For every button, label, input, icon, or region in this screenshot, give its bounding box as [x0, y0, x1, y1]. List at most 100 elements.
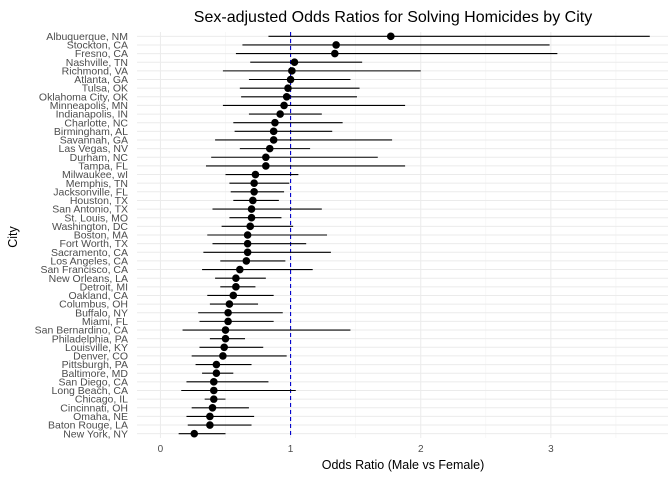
x-tick-label: 2	[418, 444, 424, 455]
city-label: Omaha, NE	[73, 411, 128, 423]
x-tick-label: 1	[288, 444, 294, 455]
city-label: New York, NY	[63, 428, 128, 440]
city-label: Chicago, IL	[75, 394, 128, 406]
odds-ratio-point	[220, 343, 228, 352]
city-label: Minneapolis, MN	[50, 100, 128, 112]
odds-ratio-point	[243, 248, 252, 257]
city-label: Long Beach, CA	[52, 385, 128, 397]
x-tick-label: 3	[548, 444, 554, 455]
odds-ratio-point	[221, 326, 230, 334]
city-label: Fort Worth, TX	[60, 238, 128, 250]
odds-ratio-point	[209, 395, 218, 403]
odds-ratio-point	[221, 334, 230, 343]
city-label: San Bernardino, CA	[35, 325, 128, 337]
city-label: Baton Rouge, LA	[48, 420, 128, 432]
odds-ratio-point	[229, 291, 238, 300]
city-label: Pittsburgh, PA	[62, 359, 128, 371]
odds-ratio-point	[269, 127, 278, 136]
city-label: Miami, FL	[82, 316, 128, 328]
odds-ratio-point	[206, 412, 214, 421]
odds-ratio-point	[269, 136, 278, 144]
odds-ratio-point	[250, 188, 258, 196]
odds-ratio-point	[284, 84, 292, 92]
chart-title: Sex-adjusted Odds Ratios for Solving Hom…	[194, 9, 592, 26]
odds-ratio-point	[249, 196, 257, 205]
odds-ratio-point	[190, 429, 199, 438]
odds-ratio-point	[224, 308, 232, 317]
city-label: Milwaukee, wI	[62, 169, 128, 181]
city-label: Indianapolis, IN	[56, 109, 128, 121]
odds-ratio-point	[286, 75, 295, 84]
city-label: St. Louis, MO	[64, 212, 128, 224]
odds-ratio-point	[276, 110, 284, 118]
city-label: New Orleans, LA	[49, 273, 128, 285]
odds-ratio-point	[247, 213, 256, 222]
city-label: San Diego, CA	[59, 376, 128, 388]
city-label: Detroit, MI	[80, 281, 128, 293]
odds-ratio-point	[247, 205, 256, 213]
city-label: Louisville, KY	[65, 342, 128, 354]
odds-ratio-point	[232, 283, 240, 291]
y-axis-label: City	[6, 225, 20, 247]
city-label: Nashville, TN	[66, 57, 128, 69]
city-label: Los Angeles, CA	[50, 256, 128, 268]
odds-ratio-point	[225, 300, 234, 308]
odds-ratio-point	[386, 32, 395, 41]
x-tick-label: 0	[158, 444, 164, 455]
city-label: Durham, NC	[70, 152, 129, 164]
city-label: Savannah, GA	[60, 135, 128, 147]
city-label: Columbus, OH	[59, 299, 128, 311]
city-label: Philadelphia, PA	[52, 333, 128, 345]
odds-ratio-points	[190, 32, 395, 438]
city-label: Jacksonville, FL	[53, 186, 128, 198]
odds-ratio-point	[246, 222, 255, 231]
odds-ratio-point	[331, 49, 339, 58]
city-label: Oklahoma City, OK	[39, 91, 128, 103]
odds-ratio-point	[243, 239, 252, 248]
x-axis-label: Odds Ratio (Male vs Female)	[322, 458, 485, 472]
odds-ratio-point	[232, 274, 240, 282]
odds-ratio-point	[208, 403, 217, 412]
odds-ratio-point	[206, 421, 214, 429]
city-label: Stockton, CA	[67, 40, 128, 52]
odds-ratio-point	[243, 231, 252, 239]
city-label: San Francisco, CA	[40, 264, 128, 276]
odds-ratio-point	[212, 369, 221, 378]
city-label: Tampa, FL	[78, 160, 128, 172]
city-label: Baltimore, MD	[61, 368, 128, 380]
odds-ratio-point	[209, 378, 218, 386]
odds-ratio-point	[271, 118, 279, 127]
city-label: Albuquerque, NM	[46, 31, 128, 43]
city-label: Atlanta, GA	[74, 74, 128, 86]
odds-ratio-point	[332, 41, 340, 49]
city-label: Charlotte, NC	[64, 117, 128, 129]
odds-ratio-point	[288, 67, 296, 75]
odds-ratio-point	[209, 386, 218, 395]
odds-ratio-point	[280, 101, 288, 110]
city-label: Washington, DC	[52, 221, 128, 233]
city-label: Oakland, CA	[68, 290, 128, 302]
odds-ratio-point	[212, 360, 221, 369]
x-tick-labels: 0 1 2 3	[158, 444, 554, 455]
odds-ratio-point	[224, 317, 232, 326]
city-label: Tulsa, OK	[82, 83, 128, 95]
city-label: Fresno, CA	[75, 48, 128, 60]
city-label: San Antonio, TX	[52, 204, 128, 216]
confidence-intervals	[178, 35, 650, 435]
city-label: Las Vegas, NV	[59, 143, 128, 155]
city-label: Buffalo, NY	[75, 307, 128, 319]
odds-ratio-point	[282, 92, 291, 101]
city-label: Memphis, TN	[66, 178, 128, 190]
odds-ratio-point	[251, 170, 260, 179]
odds-ratio-point	[290, 58, 299, 67]
odds-ratio-point	[262, 162, 270, 170]
odds-ratio-point	[242, 257, 251, 265]
city-label: Cincinnati, OH	[60, 402, 128, 414]
odds-ratio-point	[262, 153, 270, 162]
odds-ratio-point	[265, 144, 274, 153]
odds-ratio-point	[219, 352, 227, 360]
city-label: Denver, CO	[73, 351, 128, 363]
odds-ratio-point	[236, 265, 244, 274]
